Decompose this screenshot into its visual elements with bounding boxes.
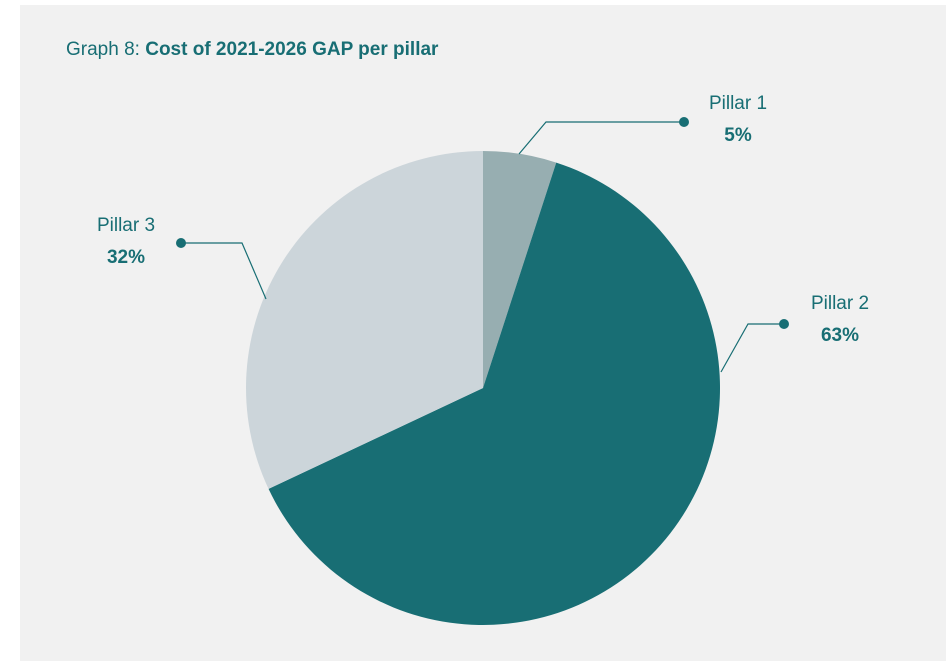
slice-label-name: Pillar 1 (709, 93, 767, 114)
slice-label-value: 5% (724, 125, 752, 146)
leader-line-1 (518, 121, 684, 155)
leader-lines (176, 117, 789, 373)
chart-title: Graph 8: Cost of 2021-2026 GAP per pilla… (66, 39, 438, 61)
leader-dot-3 (176, 238, 186, 248)
leader-dot-2 (779, 319, 789, 329)
pie-slice-pillar-2 (268, 162, 721, 626)
slice-labels: Pillar 1 5% Pillar 2 63% Pillar 3 32% (97, 93, 869, 346)
slice-label-value: 32% (107, 247, 145, 268)
slice-label-name: Pillar 3 (97, 215, 155, 236)
pie-slice-pillar-1 (483, 151, 557, 388)
slice-label-name: Pillar 2 (811, 293, 869, 314)
chart-title-main: Cost of 2021-2026 GAP per pillar (145, 39, 439, 60)
leader-dot-1 (679, 117, 689, 127)
pie-slices (246, 151, 721, 626)
chart-title-prefix: Graph 8: (66, 39, 146, 60)
pie-slice-pillar-3 (246, 151, 483, 489)
leader-line-3 (181, 242, 267, 300)
slice-label-value: 63% (821, 325, 859, 346)
leader-line-2 (720, 323, 784, 373)
